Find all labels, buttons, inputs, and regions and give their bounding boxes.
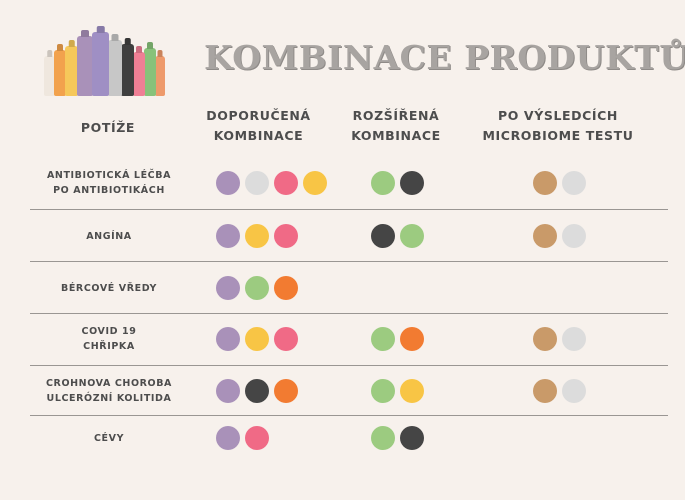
row-label: CÉVY: [93, 432, 125, 444]
column-header-extended: ROZŠÍŘENÁ KOMBINACE: [351, 108, 441, 143]
dark-gray-product-dot: [400, 171, 424, 195]
light-gray-product-dot: [562, 327, 586, 351]
pink-product-dot: [274, 171, 298, 195]
row-divider: [30, 415, 668, 416]
product-bottles-image: [42, 30, 177, 96]
green-product-dot: [371, 379, 395, 403]
orange-product-dot: [400, 327, 424, 351]
tan-product-dot: [533, 224, 557, 248]
product-bottle: [121, 44, 134, 96]
row-divider: [30, 313, 668, 314]
tan-product-dot: [533, 379, 557, 403]
row-label: ANGÍNA: [86, 230, 132, 242]
orange-product-dot: [274, 379, 298, 403]
row-divider: [30, 209, 668, 210]
purple-product-dot: [216, 224, 240, 248]
pink-product-dot: [274, 327, 298, 351]
product-bottle: [133, 52, 145, 96]
purple-product-dot: [216, 426, 240, 450]
pink-product-dot: [274, 224, 298, 248]
light-gray-product-dot: [562, 379, 586, 403]
product-bottle: [155, 56, 165, 96]
product-bottle: [54, 50, 66, 96]
light-gray-product-dot: [245, 171, 269, 195]
row-divider: [30, 261, 668, 262]
green-product-dot: [245, 276, 269, 300]
green-product-dot: [371, 171, 395, 195]
column-header-recommended: DOPORUČENÁ KOMBINACE: [206, 108, 311, 143]
tan-product-dot: [533, 171, 557, 195]
pink-product-dot: [245, 426, 269, 450]
product-bottle: [77, 36, 93, 96]
purple-product-dot: [216, 171, 240, 195]
green-product-dot: [371, 426, 395, 450]
yellow-product-dot: [400, 379, 424, 403]
yellow-product-dot: [303, 171, 327, 195]
header: KOMBINACE PRODUKTŮ: [0, 0, 685, 100]
column-header-microbiome: PO VÝSLEDCÍCH MICROBIOME TESTU: [482, 108, 634, 143]
yellow-product-dot: [245, 224, 269, 248]
column-header-issues: POTÍŽE: [80, 120, 136, 135]
purple-product-dot: [216, 327, 240, 351]
product-bottle: [65, 46, 78, 96]
purple-product-dot: [216, 276, 240, 300]
product-bottle: [108, 40, 122, 96]
row-label: CROHNOVA CHOROBA ULCERÓZNÍ KOLITIDA: [45, 378, 173, 404]
row-divider: [30, 365, 668, 366]
green-product-dot: [371, 327, 395, 351]
page-title: KOMBINACE PRODUKTŮ: [204, 38, 685, 77]
light-gray-product-dot: [562, 171, 586, 195]
dark-gray-product-dot: [371, 224, 395, 248]
green-product-dot: [400, 224, 424, 248]
orange-product-dot: [274, 276, 298, 300]
yellow-product-dot: [245, 327, 269, 351]
row-label: COVID 19 CHŘIPKA: [81, 326, 137, 352]
product-bottle: [44, 56, 55, 96]
dark-gray-product-dot: [400, 426, 424, 450]
dark-gray-product-dot: [245, 379, 269, 403]
tan-product-dot: [533, 327, 557, 351]
purple-product-dot: [216, 379, 240, 403]
product-bottle: [92, 32, 109, 96]
product-bottle: [144, 48, 156, 96]
row-label: ANTIBIOTICKÁ LÉČBA PO ANTIBIOTIKÁCH: [46, 170, 172, 196]
light-gray-product-dot: [562, 224, 586, 248]
row-label: BÉRCOVÉ VŘEDY: [60, 282, 158, 294]
